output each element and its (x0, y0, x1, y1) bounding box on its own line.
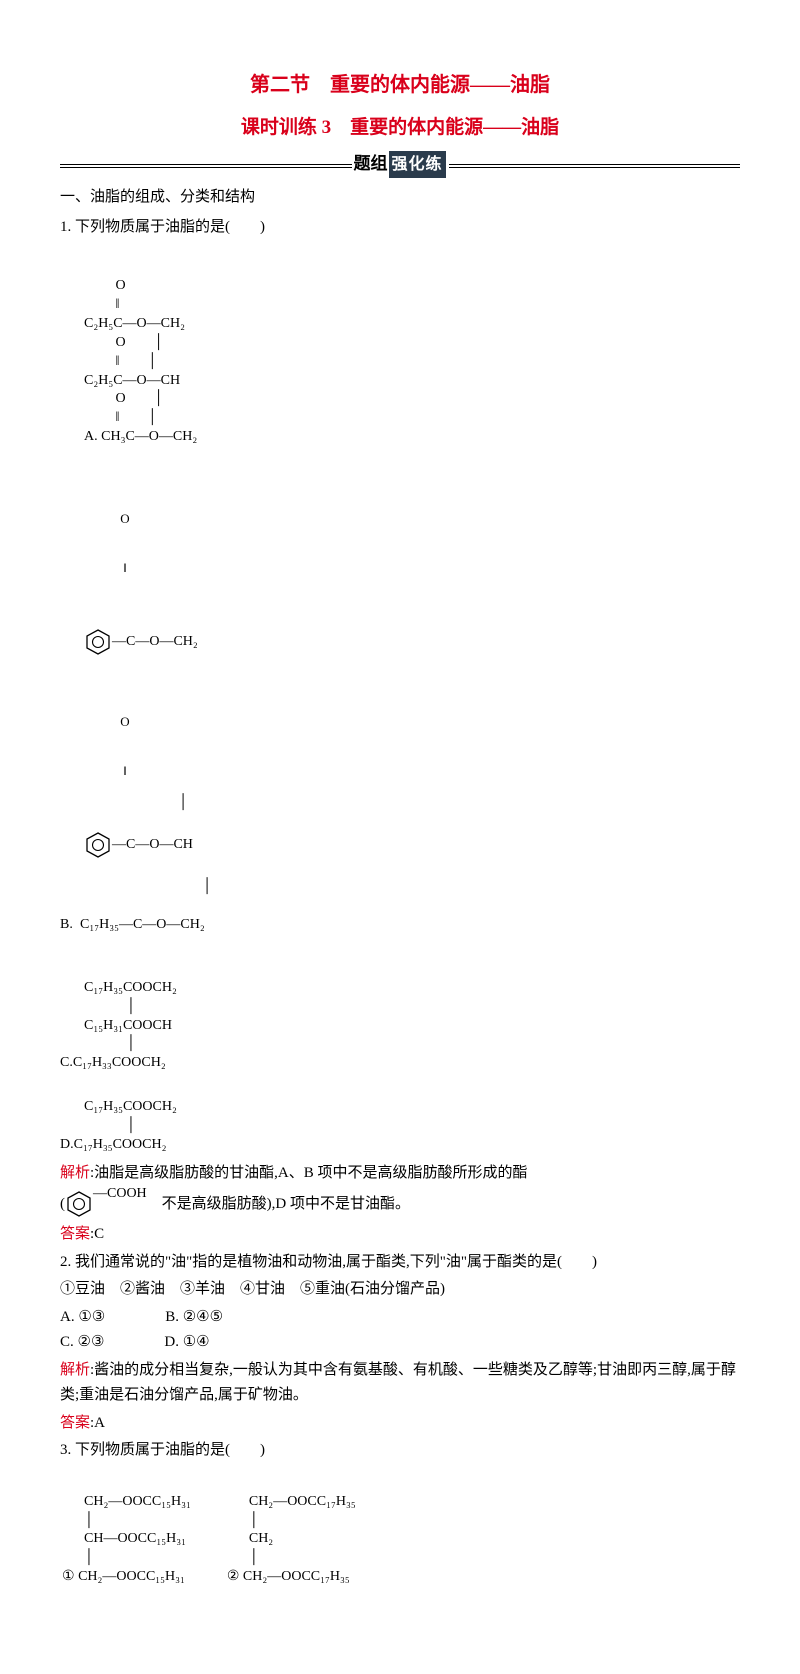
s2-l1: CH₂—OOCC₁₇H₃₅ (249, 1494, 356, 1509)
q3-stem: 3. 下列物质属于油脂的是( ) (60, 1438, 740, 1464)
q1-option-a: O ‖ C₂H₅C—O—CH₂ O │ ‖ │ C₂H₅C—O—CH O │ ‖… (60, 258, 740, 447)
struct-a-l3: C₂H₅C—O—CH₂ (84, 316, 185, 331)
struct-d: C₁₇H₃₅COOCH₂ │ D.C₁₇H₃₅COOCH₂ (84, 1079, 740, 1155)
struct-c: C₁₇H₃₅COOCH₂ │ C₁₅H₃₁COOCH │ C.C₁₇H₃₃COO… (84, 960, 740, 1073)
benzene-icon (84, 831, 112, 859)
q1-analysis: 解析:油脂是高级脂肪酸的甘油酯,A、B 项中不是高级脂肪酸所形成的酯 (60, 1161, 740, 1187)
section-title: 第二节 重要的体内能源——油脂 (60, 68, 740, 102)
analysis-label: 解析 (60, 1165, 90, 1181)
banner-line-right (449, 164, 741, 165)
banner-line-left (60, 164, 352, 165)
q2-options-row1: A. ①③ B. ②④⑤ (60, 1305, 740, 1331)
s2-l2: │ (249, 1513, 259, 1528)
analysis-label: 解析 (60, 1362, 90, 1378)
struct-a-l2: ‖ (84, 297, 119, 312)
section-heading: 一、油脂的组成、分类和结构 (60, 185, 740, 211)
banner-center: 题组强化练 (352, 150, 449, 179)
q2-items: ①豆油 ②酱油 ③羊油 ④甘油 ⑤重油(石油分馏产品) (60, 1277, 740, 1303)
struct-b-row1: O ‖ (84, 472, 740, 609)
q2-analysis: 解析:酱油的成分相当复杂,一般认为其中含有氨基酸、有机酸、一些糖类及乙醇等;甘油… (60, 1358, 740, 1409)
banner: 题组强化练 (60, 150, 740, 179)
q2-opt-a: A. ①③ (60, 1305, 105, 1331)
s2-num: ② (227, 1569, 240, 1584)
struct-c-l5: C₁₇H₃₃COOCH₂ (73, 1055, 166, 1070)
q1-option-d: C₁₇H₃₅COOCH₂ │ D.C₁₇H₃₅COOCH₂ (60, 1079, 740, 1155)
q1-analysis-line2: ( —COOH 不是高级脂肪酸),D 项中不是甘油酯。 (60, 1190, 410, 1218)
q1-option-b: O ‖ —C—O—CH₂ O ‖ │ —C—O—CH │ B.C₁₇H₃₅—C—… (60, 453, 740, 954)
q2-opt-c: C. ②③ (60, 1330, 104, 1356)
q1-stem: 1. 下列物质属于油脂的是( ) (60, 215, 740, 241)
benzene-icon (84, 628, 112, 656)
struct-b-row5: │ (84, 878, 740, 897)
answer-value: :C (90, 1226, 104, 1242)
struct-a-l8: ‖ │ (84, 410, 157, 425)
s1-l2: │ (84, 1513, 94, 1528)
s1-l4: │ (84, 1550, 94, 1565)
s2-l3: CH₂ (249, 1531, 273, 1546)
struct-d-l3: C₁₇H₃₅COOCH₂ (74, 1137, 167, 1152)
s1-l1: CH₂—OOCC₁₅H₃₁ (84, 1494, 191, 1509)
analysis-rest: 不是高级脂肪酸),D 项中不是甘油酯。 (147, 1192, 410, 1218)
s2-l4: │ (249, 1550, 259, 1565)
struct-d-l1: C₁₇H₃₅COOCH₂ (84, 1099, 177, 1114)
struct-b-row3: O ‖ │ (84, 675, 740, 812)
s1-l3: CH—OOCC₁₅H₃₁ (84, 1531, 186, 1546)
struct-a-l1: O (84, 278, 126, 293)
q2-analysis-text: :酱油的成分相当复杂,一般认为其中含有氨基酸、有机酸、一些糖类及乙醇等;甘油即丙… (60, 1362, 736, 1404)
q3-struct1: CH₂—OOCC₁₅H₃₁ │ CH—OOCC₁₅H₃₁ │ ① CH₂—OOC… (60, 1468, 191, 1612)
q2-answer: 答案:A (60, 1411, 740, 1437)
s1-num: ① (62, 1569, 75, 1584)
q3-structures: CH₂—OOCC₁₅H₃₁ │ CH—OOCC₁₅H₃₁ │ ① CH₂—OOC… (60, 1468, 740, 1612)
cooh-text: —COOH (93, 1182, 147, 1206)
struct-a-l4: O │ (84, 335, 164, 350)
q2-answer-value: :A (90, 1415, 105, 1431)
struct-a-l7: O │ (84, 391, 164, 406)
struct-c-l1: C₁₇H₃₅COOCH₂ (84, 980, 177, 995)
lesson-title: 课时训练 3 重要的体内能源——油脂 (60, 112, 740, 144)
q2-opt-d: D. ①④ (164, 1330, 209, 1356)
q2-opt-b: B. ②④⑤ (165, 1305, 223, 1331)
struct-d-l2: │ (84, 1118, 136, 1133)
struct-c-l3: C₁₅H₃₁COOCH (84, 1018, 172, 1033)
struct-b-row6: B.C₁₇H₃₅—C—O—CH₂ (84, 916, 740, 935)
q1-answer: 答案:C (60, 1222, 740, 1248)
banner-badge: 强化练 (389, 151, 446, 178)
analysis-text: :油脂是高级脂肪酸的甘油酯,A、B 项中不是高级脂肪酸所形成的酯 (90, 1165, 528, 1181)
struct-b: O ‖ —C—O—CH₂ O ‖ │ —C—O—CH │ B.C₁₇H₃₅—C—… (84, 453, 740, 954)
q2-options-row2: C. ②③ D. ①④ (60, 1330, 740, 1356)
opt-d-label: D. (60, 1137, 74, 1152)
answer-label: 答案 (60, 1415, 90, 1431)
struct-a-l6: C₂H₅C—O—CH (84, 373, 180, 388)
opt-b-label: B. (60, 916, 80, 935)
benzene-icon (65, 1190, 93, 1218)
answer-label: 答案 (60, 1226, 90, 1242)
struct-a: O ‖ C₂H₅C—O—CH₂ O │ ‖ │ C₂H₅C—O—CH O │ ‖… (84, 258, 740, 447)
q3-struct2: CH₂—OOCC₁₇H₃₅ │ CH₂ │ ② CH₂—OOCC₁₇H₃₅ (241, 1468, 356, 1612)
s2-l5: CH₂—OOCC₁₇H₃₅ (243, 1569, 350, 1584)
struct-b-row2: —C—O—CH₂ (84, 628, 740, 656)
s1-l5: CH₂—OOCC₁₅H₃₁ (78, 1569, 185, 1584)
struct-a-l9: CH₃C—O—CH₂ (98, 429, 198, 444)
struct-a-l5: ‖ │ (84, 354, 157, 369)
q2-stem: 2. 我们通常说的"油"指的是植物油和动物油,属于酯类,下列"油"属于酯类的是(… (60, 1250, 740, 1276)
q1-option-c: C₁₇H₃₅COOCH₂ │ C₁₅H₃₁COOCH │ C.C₁₇H₃₃COO… (60, 960, 740, 1073)
banner-left-text: 题组 (354, 150, 388, 179)
struct-c-l2: │ (84, 999, 136, 1014)
struct-c-l4: │ (84, 1036, 136, 1051)
struct-b-row4: —C—O—CH (84, 831, 740, 859)
opt-c-label: C. (60, 1055, 73, 1070)
opt-a-label: A. (84, 429, 98, 444)
